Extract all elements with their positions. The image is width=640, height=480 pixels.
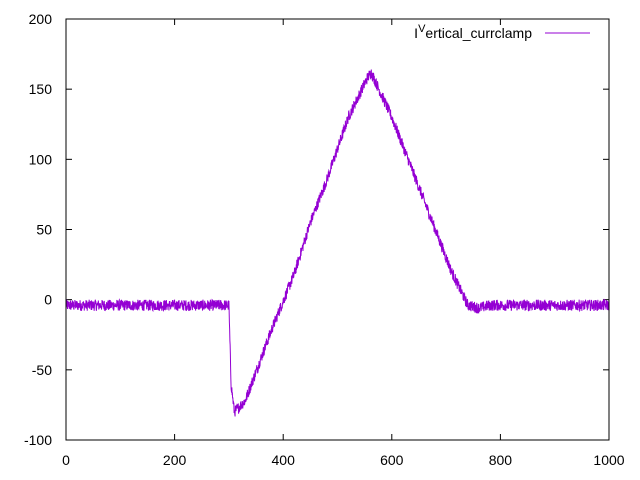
y-tick-label: -50 (32, 362, 52, 378)
y-tick-label: 0 (44, 292, 52, 308)
legend-label: IVertical_currclamp (414, 23, 532, 41)
series-line (65, 69, 610, 417)
legend-label-prefix: I (414, 25, 418, 41)
x-tick-label: 200 (163, 452, 187, 468)
y-tick-label: 50 (36, 222, 52, 238)
x-axis-ticks: 0 200 400 600 800 1000 (62, 19, 625, 468)
x-tick-label: 1000 (593, 452, 624, 468)
x-tick-label: 800 (489, 452, 513, 468)
y-tick-label: 150 (29, 81, 53, 97)
plot-frame (65, 18, 610, 441)
legend-label-sup: V (418, 23, 426, 35)
x-tick-label: 400 (272, 452, 296, 468)
legend: IVertical_currclamp (414, 23, 590, 41)
y-axis-ticks: -100 -50 0 50 100 150 200 (24, 11, 609, 448)
y-tick-label: 100 (29, 151, 53, 167)
series-layer (65, 69, 610, 417)
y-tick-label: 200 (29, 11, 53, 27)
legend-label-suffix: ertical_currclamp (425, 25, 532, 41)
x-tick-label: 0 (62, 452, 70, 468)
y-tick-label: -100 (24, 432, 52, 448)
x-tick-label: 600 (380, 452, 404, 468)
